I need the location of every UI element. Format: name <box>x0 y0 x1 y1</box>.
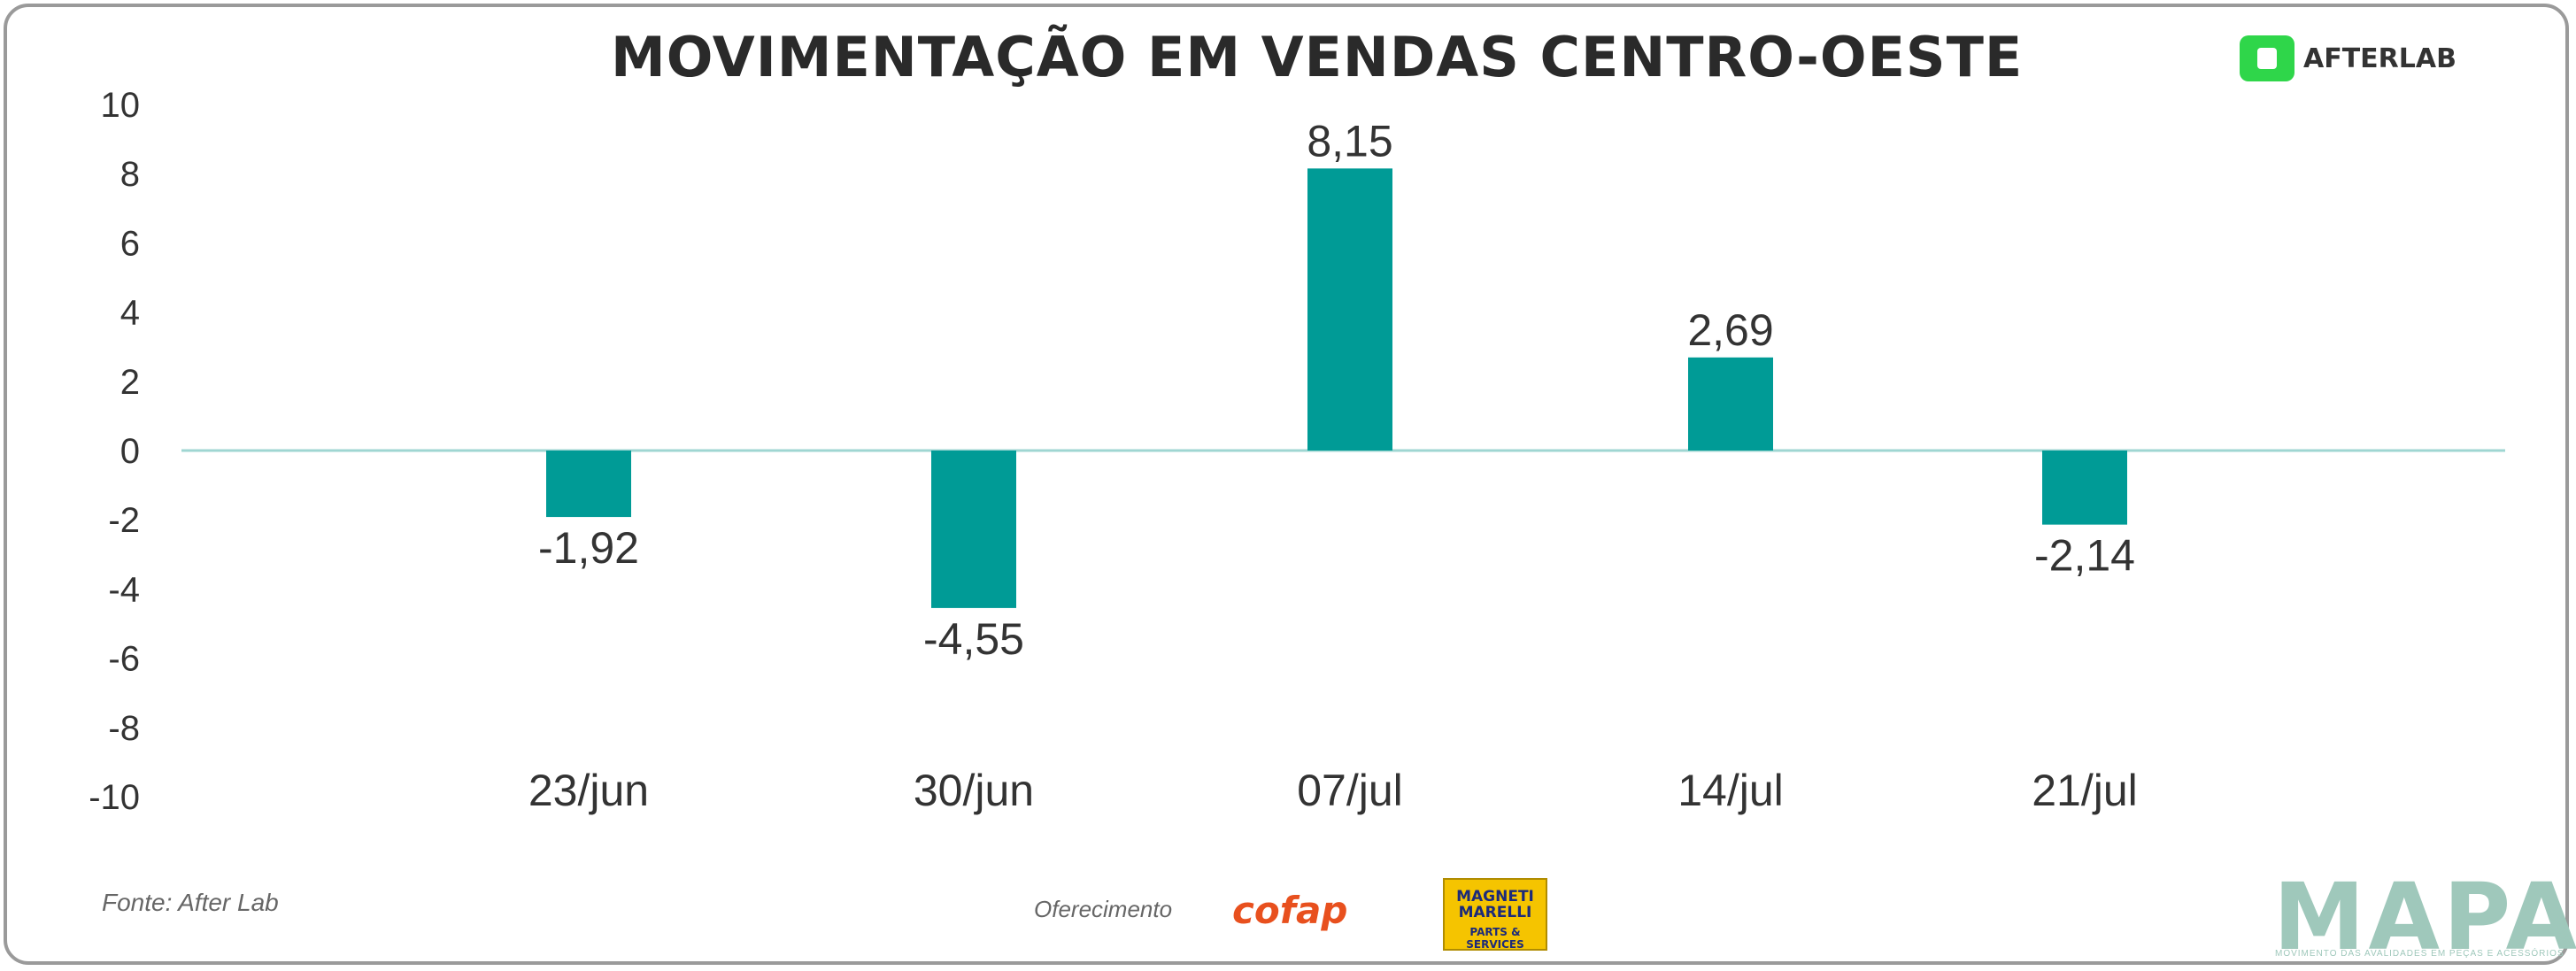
bar <box>1688 357 1773 451</box>
y-tick-label: -10 <box>89 778 140 817</box>
y-tick-label: 6 <box>120 224 140 263</box>
magneti-marelli-logo: MAGNETI MARELLI PARTS & SERVICES <box>1443 878 1547 951</box>
data-label: -4,55 <box>923 614 1024 664</box>
x-tick-label: 14/jul <box>1677 766 1784 815</box>
data-label: 8,15 <box>1307 116 1392 166</box>
x-axis: 23/jun 30/jun 07/jul 14/jul 21/jul <box>528 766 2138 815</box>
x-tick-label: 30/jun <box>914 766 1034 815</box>
chart-title: MOVIMENTAÇÃO EM VENDAS CENTRO-OESTE <box>611 25 2024 89</box>
y-tick-label: 2 <box>120 363 140 402</box>
bar <box>931 451 1016 608</box>
data-label: 2,69 <box>1687 305 1773 355</box>
x-tick-label: 21/jul <box>2032 766 2138 815</box>
x-tick-label: 23/jun <box>528 766 649 815</box>
bar <box>2042 451 2127 525</box>
sponsor-label: Oferecimento <box>1034 896 1173 922</box>
x-tick-label: 07/jul <box>1297 766 1403 815</box>
y-tick-label: -2 <box>108 501 140 540</box>
y-tick-label: 8 <box>120 155 140 194</box>
magneti-marelli-name: MAGNETI MARELLI <box>1456 888 1534 921</box>
cofap-logo: cofap <box>1232 889 1348 932</box>
y-tick-label: -6 <box>108 640 140 679</box>
data-labels: -1,92 -4,55 8,15 2,69 -2,14 <box>538 116 2135 664</box>
data-label: -2,14 <box>2034 531 2135 581</box>
y-axis: 10 8 6 4 2 0 -2 -4 -6 -8 -10 <box>89 86 140 817</box>
y-tick-label: -8 <box>108 709 140 748</box>
y-tick-label: 4 <box>120 294 140 333</box>
mapa-tagline: MOVIMENTO DAS AVALIDADES EM PEÇAS E ACES… <box>2275 949 2564 959</box>
bars <box>546 168 2127 608</box>
source-note: Fonte: After Lab <box>102 889 279 916</box>
chart-frame <box>4 4 2569 965</box>
mapa-logo: MAPA <box>2273 863 2576 971</box>
y-tick-label: 0 <box>120 432 140 471</box>
magneti-marelli-tagline: PARTS & SERVICES <box>1466 926 1524 951</box>
afterlab-logo: AFTERLAB <box>2240 35 2456 81</box>
y-tick-label: -4 <box>108 570 140 609</box>
y-tick-label: 10 <box>101 86 141 125</box>
bar <box>1307 168 1392 451</box>
afterlab-logo-icon <box>2240 35 2294 81</box>
bar <box>546 451 631 518</box>
data-label: -1,92 <box>538 523 639 573</box>
afterlab-logo-text: AFTERLAB <box>2303 42 2456 74</box>
